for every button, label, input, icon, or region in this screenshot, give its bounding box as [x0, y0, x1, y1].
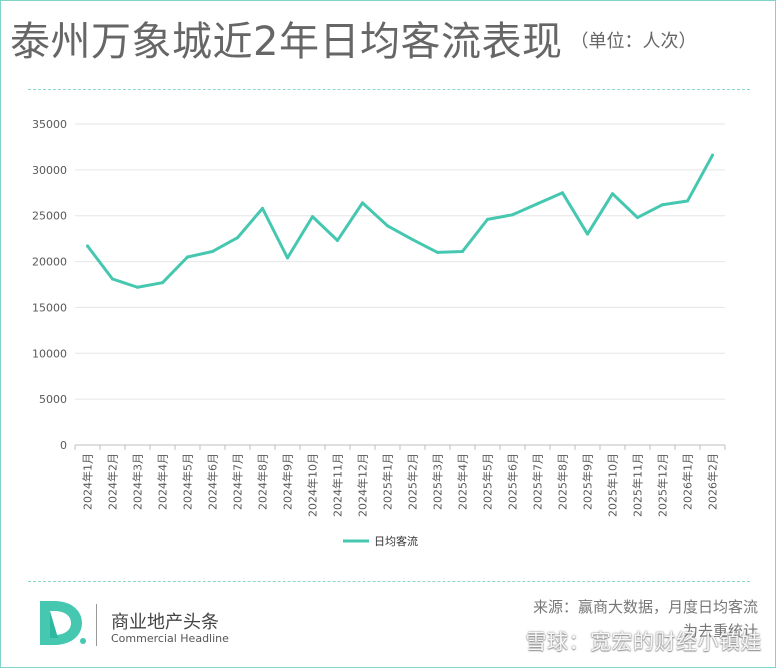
- x-tick-label: 2025年3月: [431, 453, 445, 510]
- x-tick-label: 2025年10月: [606, 453, 620, 517]
- data-point: [236, 236, 239, 240]
- x-tick-label: 2024年12月: [356, 453, 370, 517]
- x-tick-label: 2024年8月: [256, 453, 270, 510]
- series-points: [86, 153, 714, 289]
- chart-title: 泰州万象城近2年日均客流表现: [10, 19, 563, 65]
- y-tick-label: 35000: [32, 118, 67, 131]
- data-point: [611, 192, 614, 196]
- data-point: [111, 277, 114, 281]
- x-tick-label: 2025年1月: [381, 453, 395, 510]
- x-tick-label: 2026年2月: [706, 453, 720, 510]
- data-point: [711, 153, 714, 157]
- x-tick-label: 2025年7月: [531, 453, 545, 510]
- data-point: [311, 215, 314, 219]
- data-point: [511, 213, 514, 217]
- x-tick-label: 2024年4月: [156, 453, 170, 510]
- x-tick-label: 2025年12月: [656, 453, 670, 517]
- chart-header: 泰州万象城近2年日均客流表现 （单位：人次）: [10, 10, 770, 74]
- brand-logo-icon: [36, 598, 88, 648]
- data-point: [361, 201, 364, 205]
- brand-name-cn: 商业地产头条: [111, 612, 219, 633]
- data-point: [536, 202, 539, 206]
- data-point: [86, 244, 89, 248]
- x-tick-label: 2025年8月: [556, 453, 570, 510]
- data-point: [211, 249, 214, 253]
- brand-name-en: Commercial Headline: [111, 632, 229, 645]
- x-tick-label: 2025年2月: [406, 453, 420, 510]
- data-point: [136, 285, 139, 289]
- y-tick-label: 25000: [32, 210, 67, 223]
- x-tick-label: 2025年5月: [481, 453, 495, 510]
- data-point: [586, 232, 589, 236]
- data-point: [636, 216, 639, 220]
- data-point: [161, 281, 164, 285]
- legend-label: 日均客流: [374, 534, 418, 548]
- data-point: [436, 250, 439, 254]
- data-point: [186, 255, 189, 259]
- data-point: [686, 199, 689, 203]
- x-tick-label: 2026年1月: [681, 453, 695, 510]
- x-tick-label: 2024年11月: [331, 453, 345, 517]
- data-point: [286, 256, 289, 260]
- x-tick-label: 2025年9月: [581, 453, 595, 510]
- y-tick-label: 15000: [32, 301, 67, 314]
- unit-note: （单位：人次）: [570, 31, 697, 52]
- x-tick-label: 2024年5月: [181, 453, 195, 510]
- x-axis: 2024年1月 2024年2月 2024年3月 2024年4月 2024年5月 2024年…: [74, 444, 726, 517]
- data-point: [661, 203, 664, 207]
- y-tick-label: 30000: [32, 164, 67, 177]
- legend: 日均客流: [343, 534, 418, 548]
- x-tick-label: 2024年2月: [106, 453, 120, 510]
- y-tick-label: 0: [60, 439, 67, 452]
- y-tick-label: 5000: [39, 393, 67, 406]
- y-tick-label: 20000: [32, 256, 67, 269]
- x-tick-label: 2024年6月: [206, 453, 220, 510]
- x-tick-label: 2025年4月: [456, 453, 470, 510]
- data-point: [486, 217, 489, 221]
- x-tick-label: 2024年7月: [231, 453, 245, 510]
- x-tick-label: 2024年1月: [81, 453, 95, 510]
- data-point: [386, 224, 389, 228]
- series-line-daily-traffic: [86, 153, 714, 289]
- data-point: [261, 206, 264, 210]
- data-point: [461, 249, 464, 253]
- y-tick-label: 10000: [32, 347, 67, 360]
- source-note-line2: 为去重统计: [682, 622, 758, 640]
- data-point: [561, 191, 564, 195]
- source-note-line1: 来源：赢商大数据，月度日均客流: [532, 598, 758, 616]
- x-tick-label: 2024年10月: [306, 453, 320, 517]
- y-axis: 0 5000 10000 15000 20000 25000 30000 35000: [32, 118, 67, 452]
- bottom-divider: [28, 581, 750, 582]
- watermark: 雪球：宽宏的财经小镇娃: [525, 630, 762, 654]
- grid-lines: [75, 123, 725, 400]
- logo-separator: [96, 604, 97, 646]
- x-tick-label: 2025年6月: [506, 453, 520, 510]
- x-tick-label: 2024年3月: [131, 453, 145, 510]
- x-tick-label: 2025年11月: [631, 453, 645, 517]
- data-point: [336, 238, 339, 242]
- top-divider: [28, 89, 750, 90]
- x-tick-label: 2024年9月: [281, 453, 295, 510]
- data-point: [411, 238, 414, 242]
